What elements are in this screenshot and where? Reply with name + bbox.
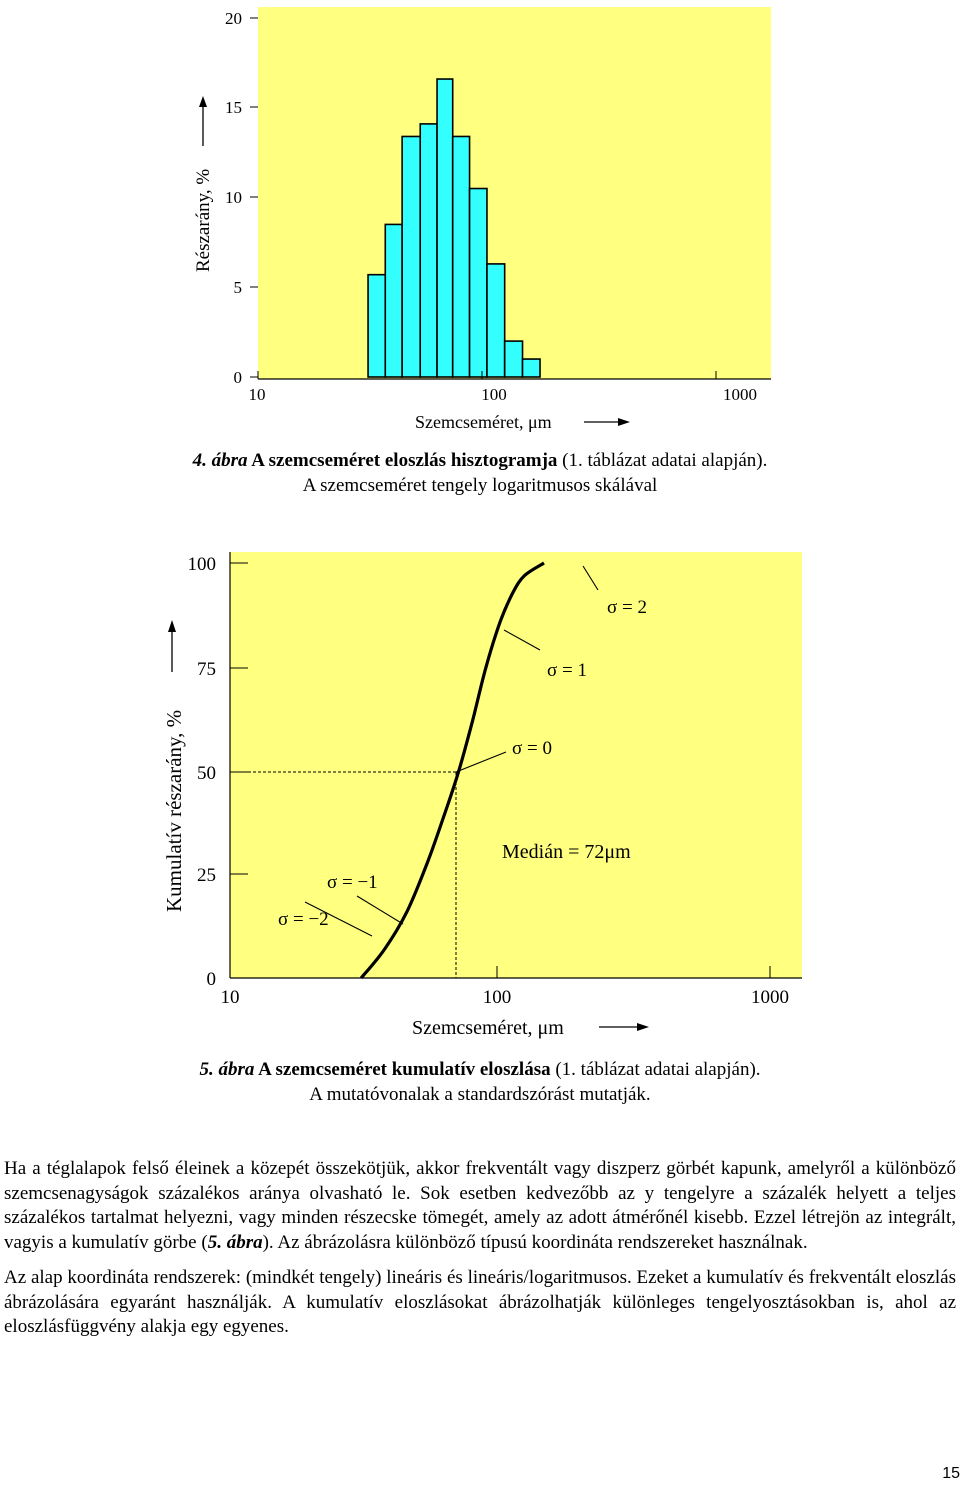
histogram-x-tick-label: 1000 — [723, 385, 757, 404]
sigma-0-pointer — [455, 751, 507, 773]
median-label: Medián = 72μm — [502, 841, 631, 863]
cumulative-x-tick-labels: 10 100 1000 — [221, 987, 790, 1008]
cumulative-caption: 5. ábra A szemcseméret kumulatív eloszlá… — [0, 1057, 960, 1107]
sigma-minus1-pointer — [356, 895, 404, 925]
cumulative-curve — [359, 561, 545, 980]
histogram-bars — [367, 78, 541, 378]
histogram-bar — [503, 340, 524, 378]
histogram-caption: 4. ábra A szemcseméret eloszlás hisztogr… — [0, 448, 960, 498]
histogram-bar — [384, 223, 403, 378]
histogram-bar — [436, 78, 454, 378]
histogram-caption-number: 4. ábra — [192, 450, 248, 471]
paragraph-1-text: Ha a téglalapok felső éleinek a közepét … — [4, 1158, 956, 1253]
figure-reference: 5. ábra — [207, 1231, 263, 1253]
cumulative-x-tick-label: 10 — [221, 987, 240, 1008]
cumulative-caption-line2: A mutatóvonalak a standardszórást mutatj… — [309, 1084, 651, 1105]
histogram-caption-line2: A szemcseméret tengely logaritmusos skál… — [302, 475, 658, 496]
cumulative-y-tick-labels: 0 25 50 75 100 — [188, 554, 217, 990]
histogram-y-tick-label: 15 — [225, 98, 242, 117]
histogram-y-tick-label: 10 — [225, 188, 242, 207]
sigma-2-label: σ = 2 — [607, 597, 647, 618]
histogram-x-tick-label: 100 — [481, 385, 507, 404]
histogram-bar — [419, 123, 438, 378]
cumulative-x-arrow-icon — [599, 1023, 649, 1031]
histogram-bar — [367, 273, 387, 378]
histogram-bar — [401, 135, 422, 378]
cumulative-y-tick-label: 25 — [197, 865, 216, 886]
histogram-figure: 0 5 10 15 20 10 100 1000 Részarány, % Szemcsem… — [193, 7, 771, 432]
cumulative-caption-number: 5. ábra — [199, 1059, 255, 1080]
histogram-bar — [521, 358, 541, 378]
histogram-bar — [468, 187, 488, 378]
sigma-0-label: σ = 0 — [512, 738, 552, 759]
sigma-1-label: σ = 1 — [547, 660, 587, 681]
sigma-minus2-pointer — [304, 901, 373, 937]
histogram-x-axis-label: Szemcseméret, μm — [415, 412, 552, 432]
cumulative-figure: 0 25 50 75 100 10 100 1000 σ = −2 σ = −1 σ = 0… — [162, 552, 802, 1039]
cumulative-y-tick-label: 50 — [197, 763, 216, 784]
histogram-y-tick-label: 20 — [225, 9, 242, 28]
histogram-caption-title: A szemcseméret eloszlás hisztogramja — [251, 450, 558, 471]
sigma-1-pointer — [503, 629, 541, 651]
cumulative-x-tick-label: 100 — [483, 987, 512, 1008]
sigma-2-pointer — [582, 565, 599, 591]
histogram-y-arrow-icon — [199, 96, 207, 146]
cumulative-x-axis-label: Szemcseméret, μm — [412, 1017, 564, 1039]
histogram-x-tick-label: 10 — [249, 385, 266, 404]
paragraph-2: Az alap koordináta rendszerek: (mindkét … — [4, 1267, 956, 1337]
body-text: Ha a téglalapok felső éleinek a közepét … — [4, 1157, 956, 1340]
page-number: 15 — [942, 1465, 960, 1482]
histogram-caption-rest: (1. táblázat adatai alapján). — [557, 450, 768, 471]
sigma-minus2-label: σ = −2 — [278, 909, 329, 930]
cumulative-y-tick-label: 0 — [207, 969, 217, 990]
histogram-plot-area — [258, 7, 771, 379]
cumulative-y-axis-label: Kumulatív részarány, % — [162, 710, 186, 912]
sigma-minus1-label: σ = −1 — [327, 872, 378, 893]
histogram-x-tick-labels: 10 100 1000 — [249, 385, 758, 404]
cumulative-plot-area — [230, 552, 802, 978]
paragraph-1-end: ). Az ábrázolásra különböző típusú koord… — [262, 1231, 808, 1253]
cumulative-y-arrow-icon — [168, 620, 176, 672]
cumulative-y-tick-label: 75 — [197, 659, 216, 680]
histogram-bar — [486, 263, 506, 378]
cumulative-y-tick-label: 100 — [188, 554, 217, 575]
histogram-y-axis-label: Részarány, % — [193, 169, 214, 272]
histogram-bar — [451, 135, 471, 378]
histogram-x-arrow-icon — [584, 418, 630, 426]
histogram-y-tick-label: 5 — [234, 278, 243, 297]
histogram-y-tick-label: 0 — [234, 368, 243, 387]
cumulative-x-tick-label: 1000 — [751, 987, 789, 1008]
histogram-y-tick-labels: 0 5 10 15 20 — [225, 9, 242, 387]
cumulative-caption-rest: (1. táblázat adatai alapján). — [550, 1059, 761, 1080]
cumulative-caption-title: A szemcseméret kumulatív eloszlása — [258, 1059, 551, 1080]
paragraph-1: Ha a téglalapok felső éleinek a közepét … — [4, 1157, 956, 1255]
